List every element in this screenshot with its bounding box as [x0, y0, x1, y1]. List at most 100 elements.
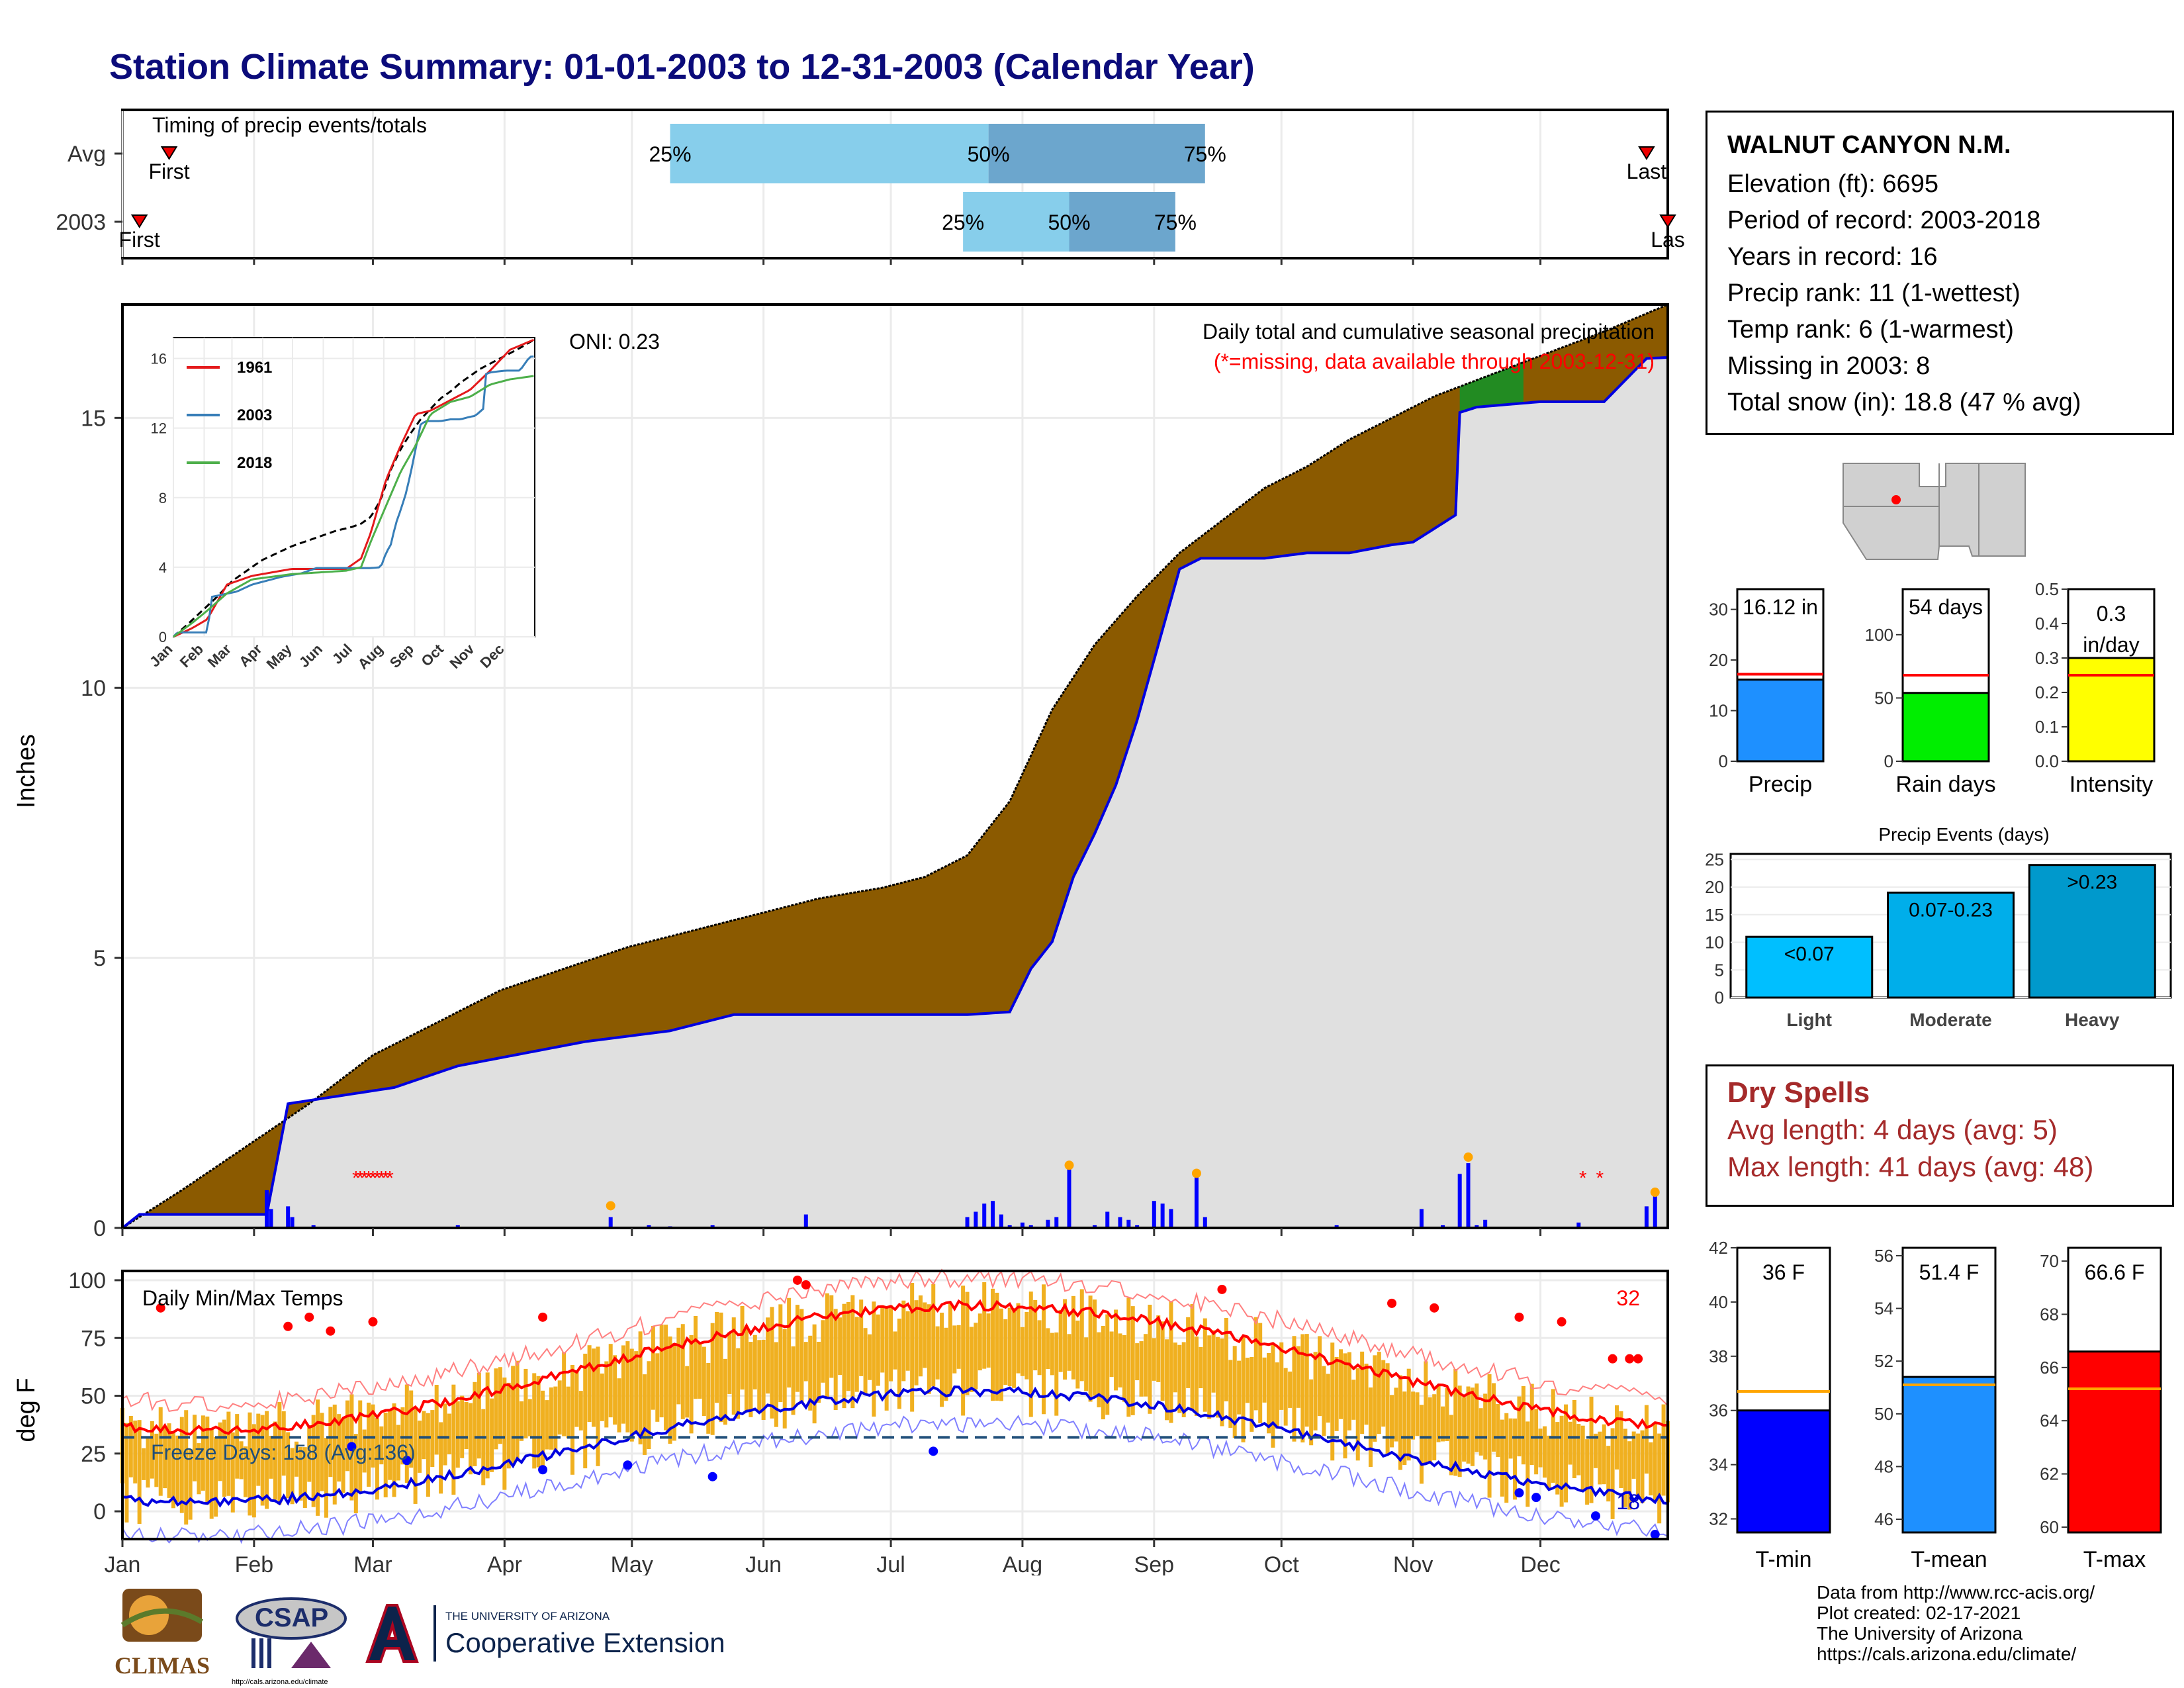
daily-temp-bar: [1118, 1333, 1122, 1387]
inset-line-1961: [173, 338, 535, 638]
timing-last-label: Las: [1651, 228, 1685, 252]
summary-value-text: 0.3: [2097, 602, 2126, 626]
temp-summary-tick-label: 66: [2040, 1358, 2059, 1378]
summary-bar: [2067, 657, 2156, 763]
daily-temp-bar: [1593, 1433, 1598, 1468]
daily-temp-bar: [986, 1313, 991, 1368]
station-missing: Missing in 2003: 8: [1727, 352, 1931, 380]
daily-temp-bar: [150, 1421, 154, 1479]
daily-temp-bar: [999, 1308, 1003, 1401]
daily-temp-bar: [396, 1425, 400, 1481]
daily-precip-bar: [965, 1217, 970, 1228]
month-label: Feb: [235, 1552, 274, 1575]
daily-temp-bar: [1139, 1341, 1144, 1397]
daily-temp-bar: [676, 1327, 681, 1405]
daily-temp-bar: [570, 1364, 574, 1475]
events-title: Precip Events (days): [1878, 824, 2049, 845]
daily-temp-bar: [1513, 1418, 1518, 1500]
events-tick-label: 5: [1715, 960, 1724, 980]
daily-temp-bar: [1148, 1304, 1152, 1414]
daily-temp-bar: [608, 1344, 613, 1418]
daily-precip-bar: [1644, 1206, 1649, 1228]
daily-temp-bar: [715, 1311, 719, 1403]
daily-temp-bar: [443, 1403, 447, 1466]
daily-temp-bar: [740, 1305, 745, 1390]
timing-bar-q2: [1069, 192, 1175, 252]
daily-temp-bar: [1355, 1368, 1360, 1461]
timing-first-label: First: [148, 160, 189, 183]
daily-temp-bar: [1627, 1441, 1632, 1510]
daily-precip-bar: [803, 1214, 808, 1228]
record-low-marker: [1650, 1530, 1660, 1540]
daily-temp-bar: [498, 1367, 502, 1444]
daily-temp-bar: [600, 1373, 604, 1421]
daily-temp-bar: [927, 1304, 931, 1394]
record-high-marker: [1608, 1354, 1617, 1364]
daily-precip-bar: [1194, 1176, 1199, 1228]
daily-precip-bar: [974, 1211, 978, 1228]
daily-temp-bar: [1547, 1435, 1551, 1489]
daily-temp-bar: [1610, 1428, 1615, 1519]
daily-precip-bar: [991, 1201, 995, 1228]
daily-precip-bar: [1126, 1219, 1131, 1228]
daily-precip-bar: [1135, 1225, 1140, 1228]
daily-precip-bar: [1028, 1225, 1033, 1228]
daily-temp-bar: [473, 1382, 477, 1466]
daily-temp-bar: [651, 1325, 655, 1410]
daily-temp-bar: [1436, 1385, 1441, 1442]
daily-temp-bar: [226, 1411, 231, 1496]
daily-temp-bar: [706, 1362, 711, 1434]
y-tick-label: 15: [81, 406, 106, 431]
daily-temp-bar: [859, 1299, 864, 1376]
summary-bar: [1901, 692, 1990, 763]
daily-temp-bar: [935, 1326, 940, 1380]
daily-temp-bar: [295, 1441, 299, 1477]
climas-name: CLIMAS: [114, 1652, 210, 1679]
main-header: Daily total and cumulative seasonal prec…: [1203, 320, 1655, 344]
daily-temp-bar: [617, 1378, 621, 1432]
daily-temp-bar: [1441, 1406, 1445, 1442]
daily-temp-bar: [799, 1309, 804, 1403]
daily-temp-bar: [324, 1438, 328, 1518]
daily-temp-bar: [749, 1342, 753, 1417]
summary-tick-label: 0.0: [2035, 751, 2059, 771]
daily-temp-bar: [825, 1293, 829, 1397]
daily-temp-bar: [1462, 1397, 1467, 1462]
daily-precip-bar: [1169, 1209, 1173, 1228]
dry-spells-avg: Avg length: 4 days (avg: 5): [1727, 1114, 2058, 1145]
daily-temp-bar: [418, 1421, 422, 1473]
temp-summary-tick-label: 48: [1874, 1456, 1893, 1476]
daily-temp-bar: [1024, 1311, 1029, 1380]
daily-temp-bar: [353, 1434, 358, 1514]
missing-marker: *: [1596, 1168, 1604, 1190]
record-high-marker: [368, 1317, 378, 1327]
snow-marker: [1191, 1168, 1201, 1178]
daily-precip-bar: [1441, 1225, 1445, 1228]
temp-summary-tick-label: 54: [1874, 1299, 1893, 1319]
daily-temp-bar: [197, 1443, 201, 1495]
daily-temp-bar: [948, 1303, 952, 1395]
summary-bar: [1736, 679, 1825, 763]
temp-summary-tick-label: 38: [1709, 1346, 1728, 1366]
station-info-box: WALNUT CANYON N.M. Elevation (ft): 6695 …: [1706, 111, 2174, 435]
daily-temp-bar: [455, 1401, 460, 1468]
daily-temp-bar: [379, 1426, 384, 1465]
daily-temp-bar: [1283, 1368, 1288, 1426]
station-name: WALNUT CANYON N.M.: [1727, 131, 2011, 159]
daily-temp-bar: [311, 1415, 316, 1507]
daily-temp-bar: [469, 1403, 473, 1475]
record-high-marker: [326, 1326, 336, 1336]
daily-temp-bar: [1564, 1404, 1569, 1503]
daily-temp-bar: [553, 1386, 558, 1450]
daily-temp-bar: [434, 1385, 439, 1455]
daily-temp-bar: [868, 1334, 872, 1380]
temp-summary-value-text: 66.6 F: [2085, 1260, 2145, 1284]
daily-temp-bar: [643, 1374, 647, 1455]
daily-temp-bar: [910, 1283, 915, 1412]
daily-temp-bar: [205, 1416, 210, 1505]
daily-temp-bar: [1262, 1357, 1267, 1403]
daily-temp-bar: [1385, 1363, 1390, 1454]
timing-first-label: First: [119, 228, 160, 252]
deficit-area: [122, 305, 1668, 1228]
daily-temp-bar: [1576, 1424, 1581, 1476]
